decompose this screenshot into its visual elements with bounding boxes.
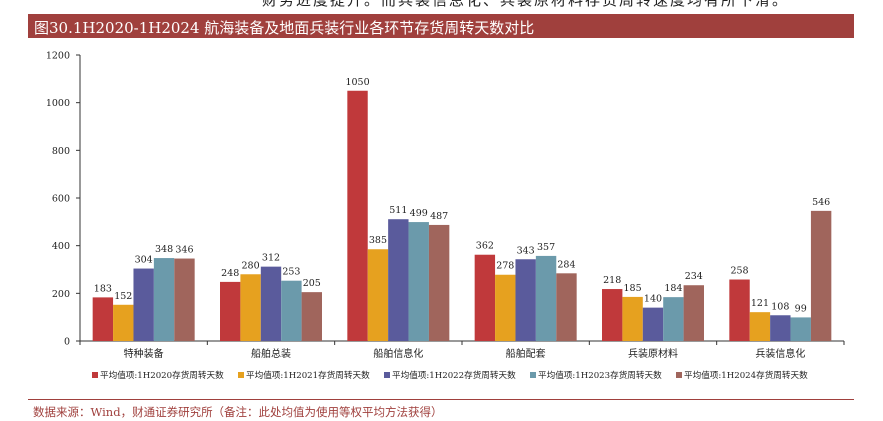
- bar: [770, 315, 791, 341]
- bar: [367, 249, 389, 341]
- data-label: 218: [603, 275, 621, 286]
- bar: [260, 266, 282, 341]
- cut-off-header-text: 财务进度提升。而兵装信息化、兵装原材料存货周转速度均有所下滑。: [262, 0, 790, 9]
- data-label: 343: [517, 245, 535, 256]
- source-note: 数据来源：Wind，财通证券研究所（备注：此处均值为使用等权平均方法获得）: [33, 405, 443, 419]
- data-label: 99: [795, 303, 807, 314]
- legend-swatch: [238, 372, 244, 378]
- data-label: 499: [410, 208, 428, 219]
- data-label: 248: [221, 268, 239, 279]
- legend-label: 平均值项:1H2024存货周转天数: [684, 369, 808, 381]
- data-label: 312: [262, 253, 280, 264]
- bar: [602, 289, 623, 341]
- bar: [535, 255, 557, 341]
- bar: [113, 304, 134, 341]
- bar: [388, 219, 409, 341]
- bar: [347, 90, 368, 341]
- source-divider: [28, 399, 854, 400]
- y-tick-label: 200: [52, 289, 70, 300]
- chart-title: 图30.1H2020-1H2024 航海装备及地面兵装行业各环节存货周转天数对比: [34, 19, 535, 37]
- data-label: 121: [751, 298, 769, 309]
- data-label: 280: [242, 260, 260, 271]
- x-tick-label: 船舶总装: [251, 347, 291, 360]
- bar: [428, 224, 450, 341]
- chart-title-bar: 图30.1H2020-1H2024 航海装备及地面兵装行业各环节存货周转天数对比: [28, 14, 854, 38]
- data-label: 184: [664, 283, 682, 294]
- data-label: 185: [624, 283, 642, 294]
- x-tick-label: 兵装信息化: [755, 347, 805, 360]
- bar: [515, 259, 536, 341]
- chart-axes: 0 200 400 600 800 1000 1200: [46, 51, 845, 348]
- bar: [556, 273, 577, 341]
- chart-bars: [92, 90, 832, 341]
- bar: [174, 258, 195, 341]
- y-tick-label: 0: [64, 337, 70, 348]
- x-tick-label: 船舶配套: [506, 347, 546, 360]
- data-label: 205: [303, 278, 321, 289]
- data-label: 234: [685, 271, 703, 282]
- bar: [281, 280, 302, 341]
- data-label: 487: [430, 211, 448, 222]
- chart-x-tick-labels: 特种装备 船舶总装 船舶信息化 船舶配套 兵装原材料 兵装信息化: [124, 347, 806, 360]
- bar: [790, 317, 811, 341]
- data-label: 357: [537, 242, 555, 253]
- bar: [408, 222, 429, 341]
- legend-swatch: [530, 372, 536, 378]
- x-tick-label: 兵装原材料: [628, 347, 678, 360]
- data-label: 546: [812, 197, 830, 208]
- bar: [749, 312, 771, 341]
- y-tick-label: 600: [52, 194, 70, 205]
- legend-swatch: [676, 372, 682, 378]
- legend-label: 平均值项:1H2020存货周转天数: [100, 369, 224, 381]
- data-label: 152: [114, 291, 132, 302]
- data-label: 140: [644, 294, 662, 305]
- legend-swatch: [384, 372, 390, 378]
- legend-label: 平均值项:1H2023存货周转天数: [538, 369, 662, 381]
- y-tick-label: 1200: [46, 51, 70, 62]
- data-label: 183: [94, 283, 112, 294]
- bar: [301, 292, 322, 341]
- bar: [642, 307, 664, 341]
- y-tick-label: 1000: [46, 98, 70, 109]
- y-tick-label: 400: [52, 241, 70, 252]
- data-label: 253: [282, 267, 300, 278]
- data-label: 258: [730, 266, 748, 277]
- data-label: 362: [476, 241, 494, 252]
- bar: [133, 268, 154, 341]
- bar: [92, 297, 114, 341]
- bar: [474, 254, 496, 341]
- data-label: 1050: [345, 77, 369, 88]
- bar: [683, 285, 704, 341]
- data-label: 278: [496, 261, 514, 272]
- legend-label: 平均值项:1H2022存货周转天数: [392, 369, 516, 381]
- data-label: 385: [369, 235, 387, 246]
- bar: [663, 297, 684, 341]
- bar: [622, 296, 643, 341]
- legend-swatch: [92, 372, 98, 378]
- bar: [729, 279, 750, 341]
- data-label: 108: [771, 301, 789, 312]
- data-label: 348: [155, 244, 173, 255]
- bar: [810, 210, 832, 341]
- data-label: 511: [389, 205, 407, 216]
- data-label: 346: [175, 245, 193, 256]
- legend-label: 平均值项:1H2021存货周转天数: [246, 369, 370, 381]
- bar: [153, 258, 175, 341]
- bar: [240, 274, 261, 341]
- y-tick-label: 800: [52, 146, 70, 157]
- x-tick-label: 特种装备: [124, 347, 164, 360]
- bar: [495, 274, 516, 341]
- chart-legend: 平均值项:1H2020存货周转天数 平均值项:1H2021存货周转天数 平均值项:1…: [92, 369, 808, 381]
- data-label: 284: [557, 259, 575, 270]
- data-label: 304: [135, 255, 153, 266]
- x-tick-label: 船舶信息化: [373, 347, 423, 360]
- bar: [220, 281, 241, 341]
